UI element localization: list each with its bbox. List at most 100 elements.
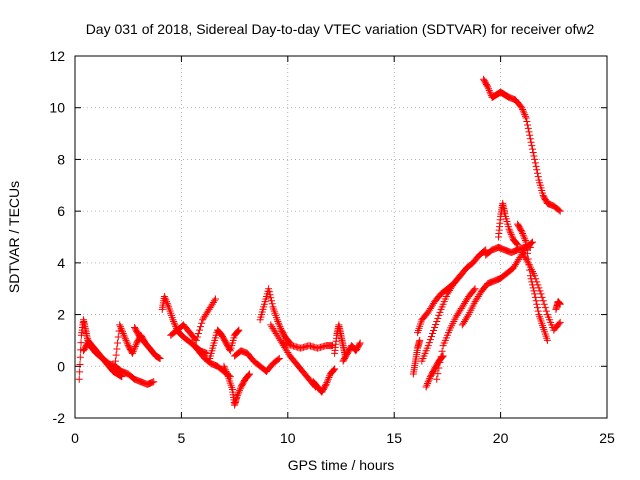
data-point [517, 102, 525, 110]
data-point [233, 392, 241, 400]
data-point [533, 304, 541, 312]
y-tick-label: 0 [57, 358, 65, 374]
data-point [541, 304, 549, 312]
data-point [531, 293, 539, 301]
data-point [531, 272, 539, 280]
data-point [131, 342, 139, 350]
data-point [431, 324, 439, 331]
data-point [220, 362, 228, 370]
data-point [277, 324, 285, 332]
data-point [194, 330, 202, 338]
x-tick-label: 0 [71, 430, 79, 446]
data-point [330, 366, 338, 374]
y-tick-label: 10 [49, 100, 65, 116]
x-tick-label: 15 [386, 430, 402, 446]
data-point [424, 378, 432, 386]
data-point [114, 333, 122, 341]
x-tick-label: 10 [280, 430, 296, 446]
series-arc-09 [220, 362, 253, 409]
data-point [130, 346, 138, 354]
data-point [531, 290, 539, 298]
data-point [325, 373, 333, 381]
data-point [532, 162, 540, 170]
data-point [112, 351, 120, 359]
data-point [169, 316, 177, 324]
data-point [432, 320, 440, 328]
data-point [426, 336, 434, 344]
data-point [423, 381, 431, 389]
data-point [274, 317, 282, 325]
data-point [517, 227, 525, 235]
y-tick-label: 12 [49, 48, 65, 64]
data-point [485, 86, 493, 94]
x-tick-label: 5 [178, 430, 186, 446]
data-point [424, 380, 432, 388]
x-tick-label: 25 [599, 430, 615, 446]
data-point [197, 323, 205, 331]
data-point [531, 159, 539, 167]
data-point [75, 375, 83, 383]
data-point [533, 166, 541, 174]
data-point [507, 230, 515, 238]
data-point [429, 330, 437, 338]
data-point [163, 299, 171, 307]
data-point [531, 155, 539, 163]
data-point [122, 336, 130, 344]
data-point [322, 380, 330, 388]
data-point [436, 358, 444, 366]
data-point [522, 114, 530, 122]
data-point [433, 375, 441, 383]
data-point [265, 288, 273, 296]
series-arc-17 [409, 336, 424, 378]
data-point [436, 308, 444, 316]
data-point [221, 366, 229, 374]
data-point [162, 296, 170, 304]
chart-title: Day 031 of 2018, Sidereal Day-to-day VTE… [86, 21, 595, 37]
data-point [329, 367, 337, 375]
data-points [75, 75, 564, 409]
series-arc-02 [80, 339, 158, 388]
series-arc-24 [494, 199, 522, 249]
series-arc-15 [331, 321, 349, 360]
data-point [198, 319, 206, 327]
data-point [530, 152, 538, 160]
data-point [111, 357, 119, 365]
data-point [355, 340, 363, 348]
data-point [513, 240, 521, 248]
data-point [116, 321, 124, 329]
data-point [534, 281, 542, 289]
data-point [520, 109, 528, 117]
data-point [539, 297, 547, 305]
data-point [505, 225, 513, 233]
series-arc-04 [131, 324, 164, 363]
series-arc-26 [518, 249, 564, 334]
data-point [507, 229, 515, 237]
data-point [534, 173, 542, 181]
data-point [508, 232, 516, 240]
data-point [535, 284, 543, 292]
data-point [538, 293, 546, 301]
data-point [521, 111, 529, 119]
data-point [434, 314, 442, 322]
data-point [422, 383, 430, 391]
data-point [210, 297, 218, 305]
data-point [129, 348, 137, 356]
data-point [274, 355, 282, 363]
series-arc-14 [309, 365, 339, 396]
data-point [435, 311, 443, 319]
series-arc-12 [267, 321, 319, 391]
data-point [522, 238, 530, 246]
data-point [520, 233, 528, 241]
series-arc-10 [231, 347, 283, 375]
y-tick-label: -2 [53, 410, 66, 426]
data-point [533, 169, 541, 177]
data-point [328, 342, 336, 350]
data-point [486, 88, 494, 96]
data-point [555, 206, 563, 214]
data-point [532, 275, 540, 283]
data-point [275, 319, 283, 327]
data-point [226, 345, 234, 353]
data-point [529, 145, 537, 153]
data-point [530, 287, 538, 295]
